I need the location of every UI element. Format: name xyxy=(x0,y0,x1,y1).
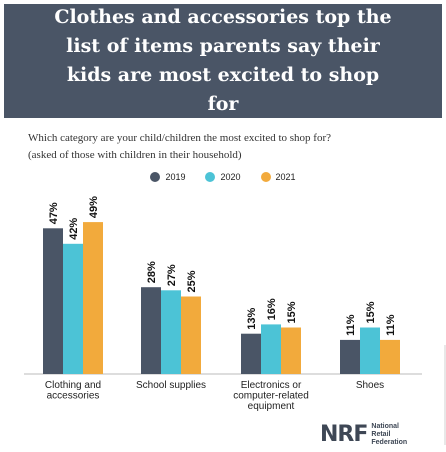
category-label: Clothing and xyxy=(45,380,101,391)
bar-2021 xyxy=(281,327,301,374)
data-label: 15% xyxy=(286,301,298,323)
bar-2021 xyxy=(181,296,201,374)
data-label: 42% xyxy=(68,218,80,240)
logo-line-2: Retail xyxy=(371,431,391,438)
bar-2020 xyxy=(261,324,281,374)
bar-2020 xyxy=(63,243,83,374)
edge-divider xyxy=(444,345,446,445)
logo-mark: NRF xyxy=(320,422,368,447)
header-banner: Clothes and accessories top the list of … xyxy=(4,4,442,118)
data-label: 15% xyxy=(365,301,377,323)
bar-2021 xyxy=(380,339,400,374)
logo-wordmark: National Retail Federation xyxy=(371,423,407,447)
nrf-logo: NRF National Retail Federation xyxy=(320,423,407,447)
chart-legend: 2019 2020 2021 xyxy=(0,172,446,182)
data-label: 11% xyxy=(345,314,357,336)
bar-2019 xyxy=(340,339,360,374)
logo-line-1: National xyxy=(371,423,400,430)
category-label: Shoes xyxy=(356,380,384,391)
bar-2019 xyxy=(241,333,261,374)
survey-question: Which category are your child/children t… xyxy=(28,130,428,164)
bar-2021 xyxy=(83,222,103,374)
category-label: School supplies xyxy=(136,380,206,391)
page-title: Clothes and accessories top the list of … xyxy=(54,6,392,115)
question-note: (asked of those with children in their h… xyxy=(28,149,242,161)
legend-label-2020: 2020 xyxy=(220,172,241,182)
logo-line-3: Federation xyxy=(371,439,408,446)
bar-2020 xyxy=(360,327,380,374)
data-label: 25% xyxy=(186,270,198,292)
data-label: 11% xyxy=(385,314,397,336)
legend-swatch-2020 xyxy=(205,172,216,182)
legend-label-2021: 2021 xyxy=(275,172,296,182)
data-label: 49% xyxy=(88,196,100,218)
category-label: computer-related xyxy=(233,391,309,402)
category-label: Electronics or xyxy=(241,380,302,391)
category-label: accessories xyxy=(47,391,100,402)
legend-swatch-2019 xyxy=(150,172,161,182)
category-label: equipment xyxy=(248,401,295,412)
question-text: Which category are your child/children t… xyxy=(28,132,332,144)
data-label: 28% xyxy=(146,261,158,283)
legend-item-2021: 2021 xyxy=(260,172,296,182)
legend-label-2019: 2019 xyxy=(165,172,186,182)
data-label: 13% xyxy=(246,307,258,329)
bar-2019 xyxy=(141,287,161,374)
legend-swatch-2021 xyxy=(260,172,271,182)
data-label: 16% xyxy=(266,298,278,320)
data-label: 47% xyxy=(48,202,60,224)
legend-item-2019: 2019 xyxy=(150,172,185,182)
data-label: 27% xyxy=(166,264,178,286)
legend-item-2020: 2020 xyxy=(205,172,241,182)
bar-2019 xyxy=(43,228,63,374)
bar-2020 xyxy=(161,290,181,374)
